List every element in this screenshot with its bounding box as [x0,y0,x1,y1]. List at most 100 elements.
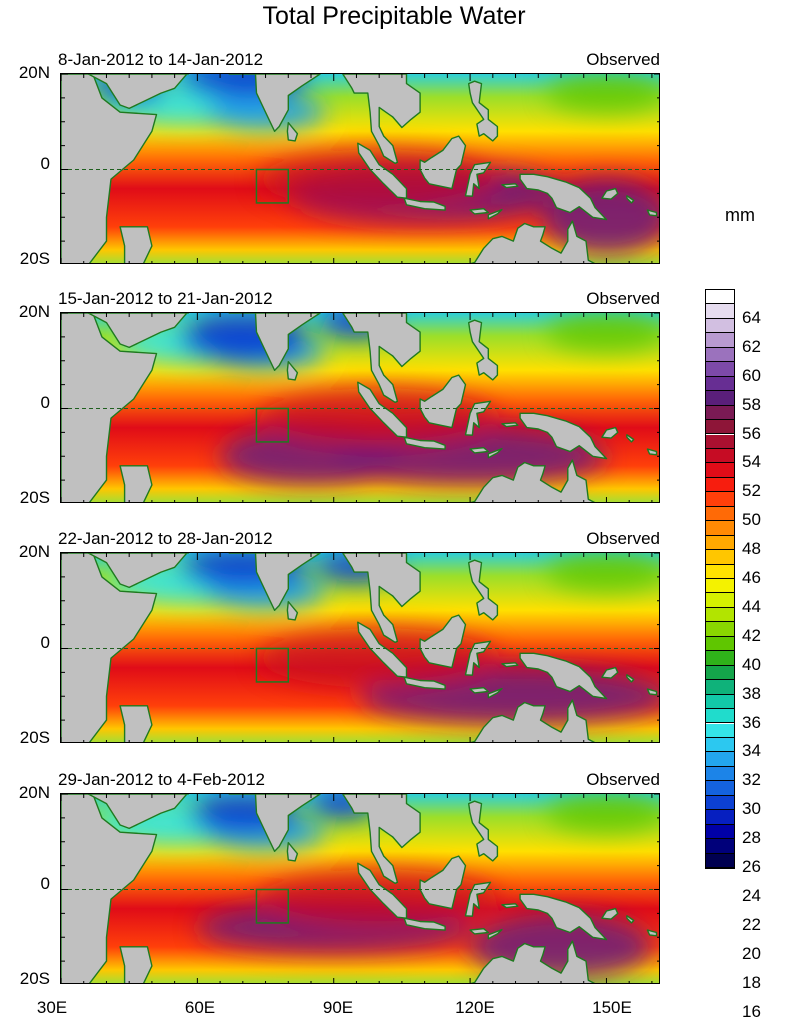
land-mass [469,686,489,694]
lon-label-120e: 120E [455,998,495,1017]
colorbar-swatch [706,318,734,334]
lat-label-20n: 20N [18,302,50,321]
land-mass [403,676,446,690]
land-mass [501,422,519,428]
land-mass [470,940,596,983]
colorbar-level-label: 34 [742,741,761,761]
lat-label-20s: 20S [19,728,50,747]
panel-tag: Observed [586,770,660,789]
lat-label-20n: 20N [18,63,50,82]
panel-date-range: 8-Jan-2012 to 14-Jan-2012 [58,50,264,69]
colorbar-level-label: 64 [742,307,761,327]
map-canvas [61,553,659,742]
land-mass [419,614,467,669]
map-panel: 29-Jan-2012 to 4-Feb-2012 Observed 20N 0… [19,770,660,988]
land-mass [601,666,619,679]
colorbar-swatch [706,795,734,811]
colorbar-swatch [706,752,734,767]
panel-tag: Observed [586,50,660,69]
colorbar-swatch [706,694,734,710]
map-panel: 15-Jan-2012 to 21-Jan-2012 Observed 20N … [19,289,660,507]
land-mass [626,195,635,204]
colorbar-swatch [706,636,734,652]
colorbar-swatch [706,665,734,681]
land-mass [470,699,596,742]
lat-label-0: 0 [40,154,50,173]
land-mass [119,465,153,502]
colorbar-swatch [706,550,734,565]
land-mass [601,187,619,200]
land-mass [519,412,608,460]
land-mass [419,855,467,910]
colorbar-swatch [706,824,734,840]
land-mass [646,688,658,696]
colorbar-level-label: 56 [742,423,761,443]
colorbar-swatch [706,593,734,608]
land-mass [342,313,421,404]
colorbar-swatch [706,477,734,493]
land-mass [419,374,467,429]
colorbar-swatch [706,651,734,666]
land-mass [403,917,446,931]
land-mass [228,313,321,371]
land-mass [626,434,635,443]
land-mass [468,80,499,142]
lat-label-20n: 20N [18,542,50,561]
colorbar-swatch [706,723,734,738]
lat-label-0: 0 [40,874,50,893]
colorbar-swatch [706,853,734,868]
land-mass [342,553,421,644]
land-mass [519,652,608,700]
colorbar-level-label: 44 [742,596,761,616]
panel-tag: Observed [586,529,660,548]
colorbar-units: mm [725,205,755,225]
colorbar-swatch [706,839,734,854]
land-mass [626,674,635,683]
colorbar-level-label: 46 [742,568,761,587]
land-mass [119,705,153,742]
land-mass [87,313,190,349]
region-box [255,168,290,204]
land-mass [470,459,596,502]
land-mass [464,640,492,676]
land-mass [286,122,299,142]
land-mass [464,161,492,197]
colorbar-swatch [706,420,734,435]
land-mass [601,907,619,920]
land-mass [228,74,321,132]
colorbar-swatch [706,535,734,551]
colorbar-level-label: 32 [742,770,761,790]
precipitable-water-map [60,312,660,503]
colorbar-level-label: 40 [742,654,761,674]
land-mass [228,553,321,611]
colorbar-swatch [706,680,734,695]
land-mass [87,794,190,830]
lat-label-0: 0 [40,393,50,412]
lon-label-150e: 150E [592,998,632,1017]
precipitable-water-map [60,552,660,743]
land-mass [342,74,421,165]
land-mass [87,74,190,110]
figure-title: Total Precipitable Water [262,2,526,30]
colorbar-swatch [706,290,734,305]
land-mass [403,197,446,211]
land-mass [469,927,489,935]
colorbar-swatch [706,434,734,449]
land-mass [403,436,446,450]
colorbar-level-label: 24 [742,885,761,905]
colorbar [705,289,735,869]
colorbar-level-label: 28 [742,828,761,848]
land-mass [519,893,608,941]
colorbar-swatch [706,304,734,319]
land-mass [487,928,503,940]
lat-label-20n: 20N [18,783,50,802]
colorbar-level-label: 36 [742,712,761,732]
land-mass [119,946,153,983]
land-mass [519,173,608,221]
land-mass [87,553,190,589]
land-mass [487,447,503,459]
map-canvas [61,313,659,502]
land-mass [61,553,158,742]
lat-label-20s: 20S [19,488,50,507]
map-canvas [61,794,659,983]
